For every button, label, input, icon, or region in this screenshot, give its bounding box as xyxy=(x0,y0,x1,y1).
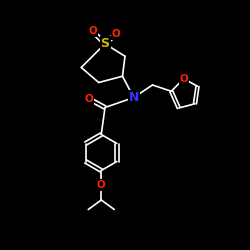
Text: O: O xyxy=(88,26,97,36)
Text: N: N xyxy=(128,91,139,104)
Text: O: O xyxy=(180,74,188,84)
Text: S: S xyxy=(100,37,110,50)
Text: O: O xyxy=(97,180,106,190)
Text: O: O xyxy=(112,29,121,39)
Text: O: O xyxy=(84,94,93,104)
